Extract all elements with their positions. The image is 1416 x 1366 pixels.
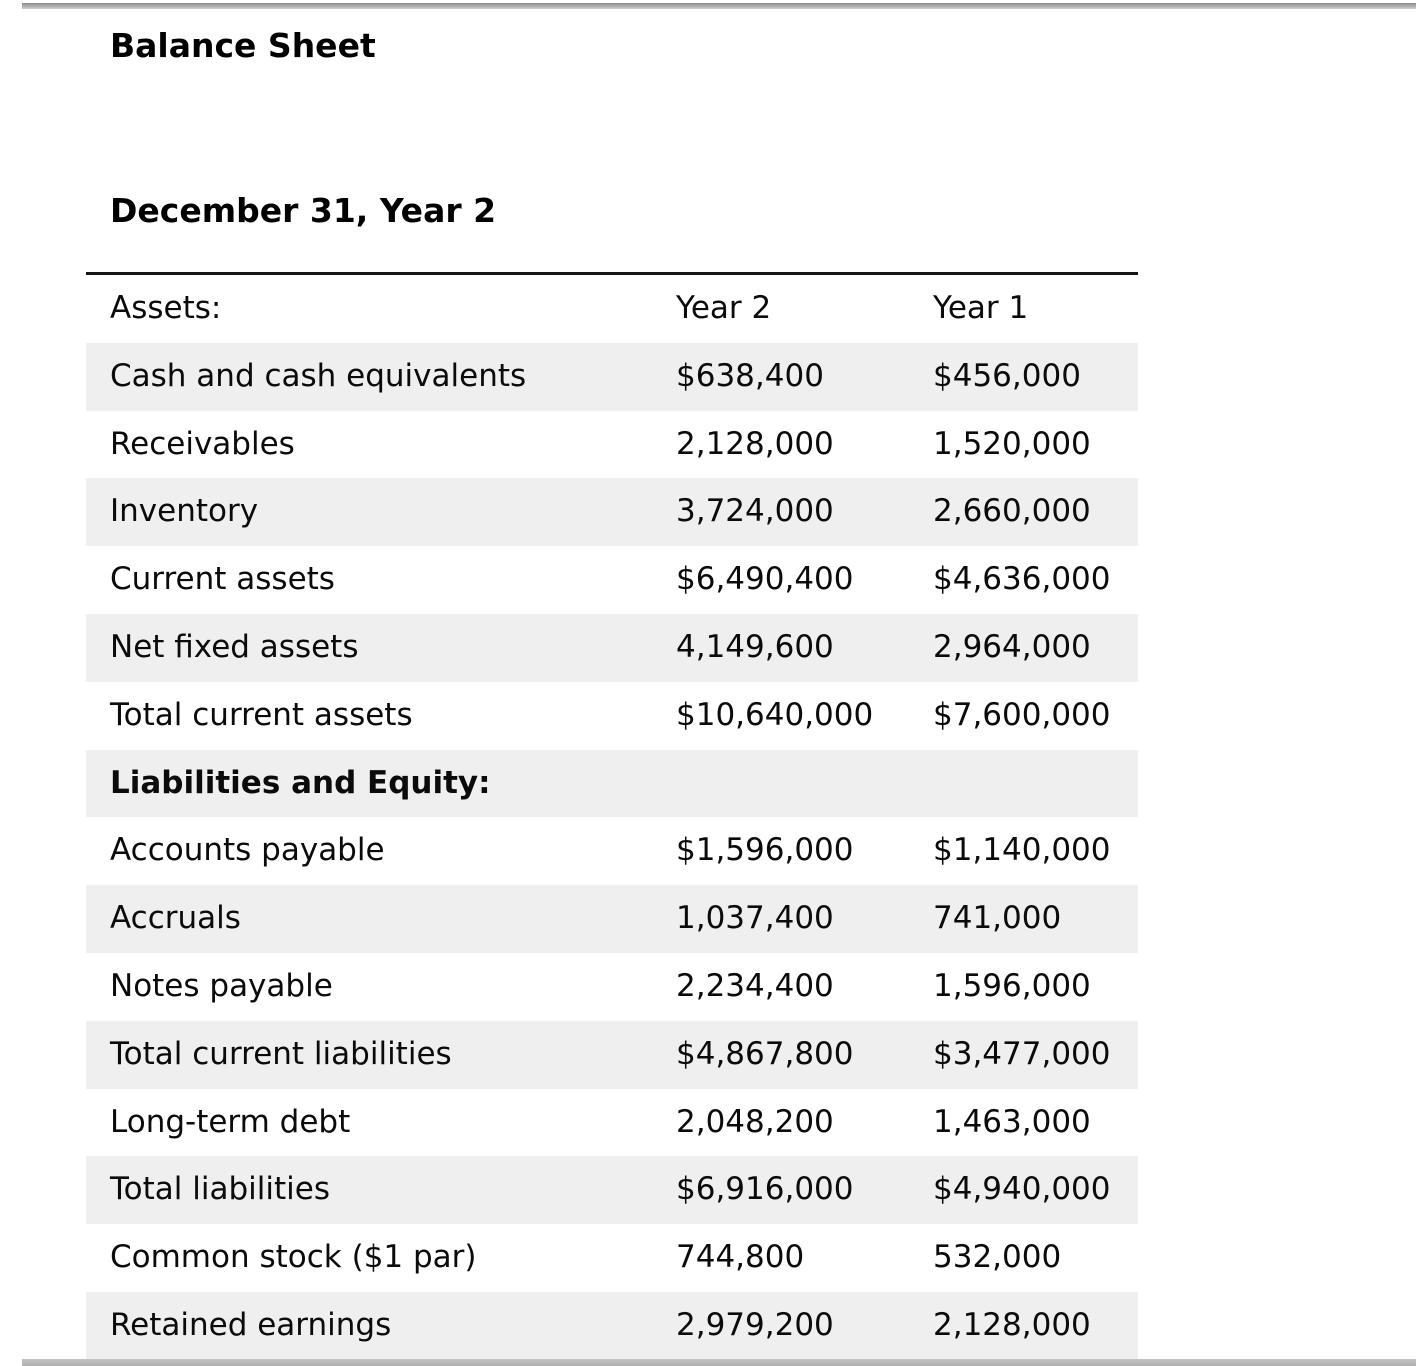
row-label: Common stock ($1 par) bbox=[110, 1239, 477, 1276]
table-row: Receivables 2,128,000 1,520,000 bbox=[86, 411, 1138, 479]
row-label: Inventory bbox=[110, 493, 259, 530]
date-heading: December 31, Year 2 bbox=[110, 191, 497, 230]
row-year2-value: 2,048,200 bbox=[676, 1103, 834, 1140]
column-header-year2: Year 2 bbox=[676, 290, 772, 327]
balance-sheet-table: Assets: Year 2 Year 1 Cash and cash equi… bbox=[86, 272, 1138, 1360]
row-year2-value: 744,800 bbox=[676, 1239, 805, 1276]
row-year2-value: $1,596,000 bbox=[676, 832, 854, 869]
table-row: Notes payable 2,234,400 1,596,000 bbox=[86, 953, 1138, 1021]
row-year1-value: 2,964,000 bbox=[933, 629, 1091, 666]
table-header-row: Assets: Year 2 Year 1 bbox=[86, 275, 1138, 343]
row-label: Notes payable bbox=[110, 968, 333, 1005]
row-label: Cash and cash equivalents bbox=[110, 357, 527, 394]
row-year1-value: 1,596,000 bbox=[933, 968, 1091, 1005]
table-row: Retained earnings 2,979,200 2,128,000 bbox=[86, 1291, 1138, 1360]
table-row: Liabilities and Equity: bbox=[86, 749, 1138, 818]
row-year2-value: $4,867,800 bbox=[676, 1035, 854, 1072]
row-year2-value: 4,149,600 bbox=[676, 629, 834, 666]
table-row: Accruals 1,037,400 741,000 bbox=[86, 885, 1138, 953]
row-year1-value: 532,000 bbox=[933, 1239, 1062, 1276]
row-year2-value: 3,724,000 bbox=[676, 493, 834, 530]
row-label: Total liabilities bbox=[110, 1171, 330, 1208]
row-year2-value: $6,490,400 bbox=[676, 561, 854, 598]
row-year1-value: $456,000 bbox=[933, 357, 1081, 394]
row-label: Current assets bbox=[110, 561, 335, 598]
row-label: Long-term debt bbox=[110, 1103, 351, 1140]
table-row: Inventory 3,724,000 2,660,000 bbox=[86, 478, 1138, 547]
table-row: Common stock ($1 par) 744,800 532,000 bbox=[86, 1224, 1138, 1292]
row-year1-value: $3,477,000 bbox=[933, 1035, 1111, 1072]
table-body: Cash and cash equivalents $638,400 $456,… bbox=[86, 342, 1138, 1360]
column-header-assets: Assets: bbox=[110, 290, 222, 327]
row-year2-value: 1,037,400 bbox=[676, 900, 834, 937]
window-bottom-edge bbox=[22, 1359, 1416, 1366]
window-top-edge bbox=[22, 3, 1416, 9]
row-year1-value: 741,000 bbox=[933, 900, 1062, 937]
row-year1-value: $4,940,000 bbox=[933, 1171, 1111, 1208]
row-year1-value: $4,636,000 bbox=[933, 561, 1111, 598]
row-year1-value: $1,140,000 bbox=[933, 832, 1111, 869]
row-year1-value: $7,600,000 bbox=[933, 696, 1111, 733]
row-year2-value: $6,916,000 bbox=[676, 1171, 854, 1208]
table-row: Total liabilities $6,916,000 $4,940,000 bbox=[86, 1156, 1138, 1225]
row-label: Liabilities and Equity: bbox=[110, 764, 491, 801]
column-header-year1: Year 1 bbox=[933, 290, 1029, 327]
row-label: Accounts payable bbox=[110, 832, 385, 869]
row-label: Total current assets bbox=[110, 696, 413, 733]
row-label: Receivables bbox=[110, 425, 295, 462]
table-row: Net fixed assets 4,149,600 2,964,000 bbox=[86, 613, 1138, 682]
row-label: Net fixed assets bbox=[110, 629, 359, 666]
table-row: Accounts payable $1,596,000 $1,140,000 bbox=[86, 817, 1138, 885]
row-year2-value: $10,640,000 bbox=[676, 696, 874, 733]
row-label: Total current liabilities bbox=[110, 1035, 452, 1072]
row-year2-value: $638,400 bbox=[676, 357, 824, 394]
row-year2-value: 2,128,000 bbox=[676, 425, 834, 462]
row-year1-value: 1,520,000 bbox=[933, 425, 1091, 462]
table-row: Total current liabilities $4,867,800 $3,… bbox=[86, 1020, 1138, 1089]
table-row: Current assets $6,490,400 $4,636,000 bbox=[86, 546, 1138, 614]
row-year2-value: 2,979,200 bbox=[676, 1307, 834, 1344]
row-year2-value: 2,234,400 bbox=[676, 968, 834, 1005]
row-label: Retained earnings bbox=[110, 1307, 392, 1344]
table-row: Long-term debt 2,048,200 1,463,000 bbox=[86, 1089, 1138, 1157]
table-row: Total current assets $10,640,000 $7,600,… bbox=[86, 682, 1138, 750]
row-label: Accruals bbox=[110, 900, 241, 937]
page-title: Balance Sheet bbox=[110, 26, 376, 65]
row-year1-value: 2,660,000 bbox=[933, 493, 1091, 530]
row-year1-value: 2,128,000 bbox=[933, 1307, 1091, 1344]
table-row: Cash and cash equivalents $638,400 $456,… bbox=[86, 342, 1138, 411]
row-year1-value: 1,463,000 bbox=[933, 1103, 1091, 1140]
